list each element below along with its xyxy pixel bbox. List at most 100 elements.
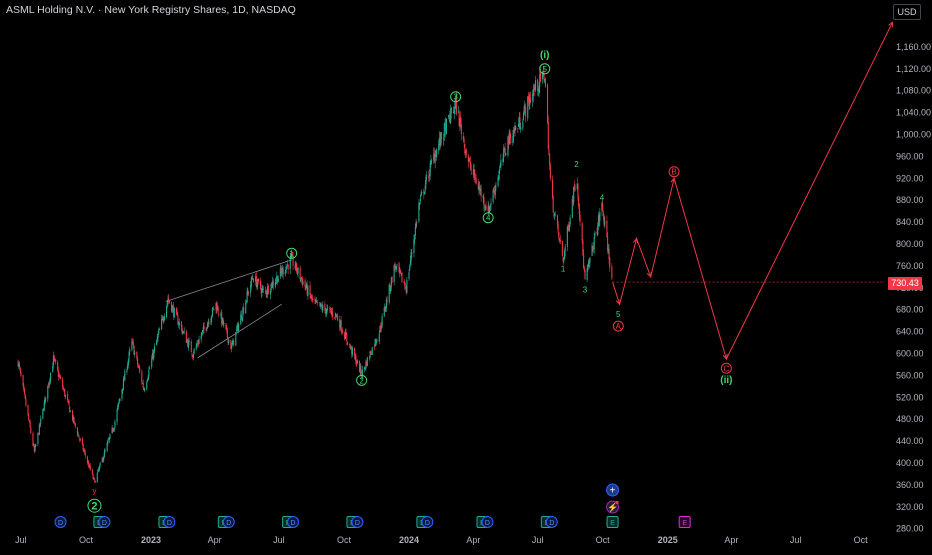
candle-body [38, 432, 40, 435]
candle-body [144, 389, 146, 392]
candle-body [563, 259, 565, 262]
candle-body [67, 401, 69, 403]
price-tick-label: 840.00 [896, 217, 924, 227]
price-tick-label: 280.00 [896, 524, 924, 534]
candle-body [602, 203, 604, 212]
candle-body [363, 367, 366, 370]
candle-body [262, 288, 264, 290]
candle-body [156, 340, 158, 346]
candle-body [78, 434, 80, 438]
candle-body [473, 169, 475, 175]
candle-body [423, 190, 425, 195]
candle-body [479, 189, 481, 191]
candle-body [267, 286, 269, 295]
candle-body [226, 328, 228, 330]
candle-body [410, 252, 412, 262]
candle-body [538, 85, 540, 92]
candle-body [182, 331, 185, 334]
candle-body [464, 150, 467, 154]
projection-layer [612, 21, 893, 361]
candle-body [403, 282, 405, 284]
candle-body [275, 280, 277, 281]
time-axis[interactable]: Jul Oct 2023 Apr Jul Oct 2024 Apr Jul Oct 2025 Apr J… [15, 535, 868, 545]
candle-body [568, 224, 571, 231]
candle-body [172, 306, 174, 308]
candle-body [482, 195, 484, 199]
price-tick-label: 800.00 [896, 239, 924, 249]
candle-body [186, 340, 188, 343]
candle-body [269, 290, 272, 295]
candle-body [522, 121, 524, 129]
candle-body [223, 323, 225, 325]
candle-body [355, 356, 357, 365]
candle-body [200, 335, 202, 340]
candle-body [599, 211, 601, 221]
candle-body [59, 376, 62, 379]
candle-body [502, 158, 504, 162]
candle-body [33, 445, 35, 452]
candle-body [597, 215, 599, 227]
candle-body [508, 137, 510, 145]
candle-body [460, 123, 462, 135]
candle-body [321, 306, 323, 310]
dividend-marker [163, 516, 176, 528]
candle-body [448, 115, 450, 118]
candle-body [256, 283, 258, 288]
wave-label-circle [539, 63, 551, 75]
candle-body [588, 260, 590, 264]
wave-label-circle [612, 320, 624, 332]
candle-body [97, 469, 99, 473]
candle-body [448, 115, 450, 117]
candle-body [91, 470, 93, 474]
dividend-marker [481, 516, 494, 528]
candle-body [131, 340, 133, 351]
candle-body [584, 270, 586, 280]
candle-body [57, 370, 59, 377]
candle-body [483, 196, 485, 206]
candle-body [493, 191, 495, 193]
candle-body [497, 177, 499, 186]
plus-icon [606, 483, 620, 497]
candle-body [84, 450, 86, 452]
candle-body [603, 217, 605, 225]
candle-body [222, 318, 224, 325]
candle-body [587, 267, 589, 269]
candle-body [470, 168, 472, 170]
candle-body [193, 348, 195, 354]
candle-body [114, 421, 116, 428]
projection-path [612, 22, 893, 361]
candle-body [185, 331, 187, 343]
candle-body [233, 340, 235, 345]
candle-body [235, 332, 237, 346]
candle-body [236, 324, 238, 329]
candle-body [443, 123, 445, 137]
candle-body [389, 285, 391, 291]
candle-body [87, 462, 89, 463]
candle-body [554, 213, 556, 217]
candle-body [409, 260, 411, 265]
candle-body [153, 349, 155, 359]
candle-body [452, 111, 455, 114]
candle-body [276, 275, 278, 281]
candle-body [64, 394, 67, 397]
candle-body [386, 300, 388, 302]
candle-body [344, 332, 346, 340]
candle-body [429, 163, 431, 176]
currency-button[interactable]: USD [893, 4, 921, 20]
candle-body [346, 334, 348, 342]
price-tick-label: 400.00 [896, 458, 924, 468]
candle-body [30, 427, 32, 434]
candle-body [235, 329, 238, 331]
price-axis[interactable]: 1,160.00 1,120.00 1,080.00 1,040.00 1,000.00… [896, 42, 931, 534]
candle-body [272, 281, 274, 288]
candle-body [604, 221, 606, 225]
candle-body [147, 376, 149, 380]
candle-body [500, 159, 502, 166]
candle-body [537, 90, 539, 92]
candle-body [572, 199, 574, 203]
candle-body [335, 314, 337, 316]
candle-body [163, 319, 165, 321]
candle-body [489, 205, 491, 207]
